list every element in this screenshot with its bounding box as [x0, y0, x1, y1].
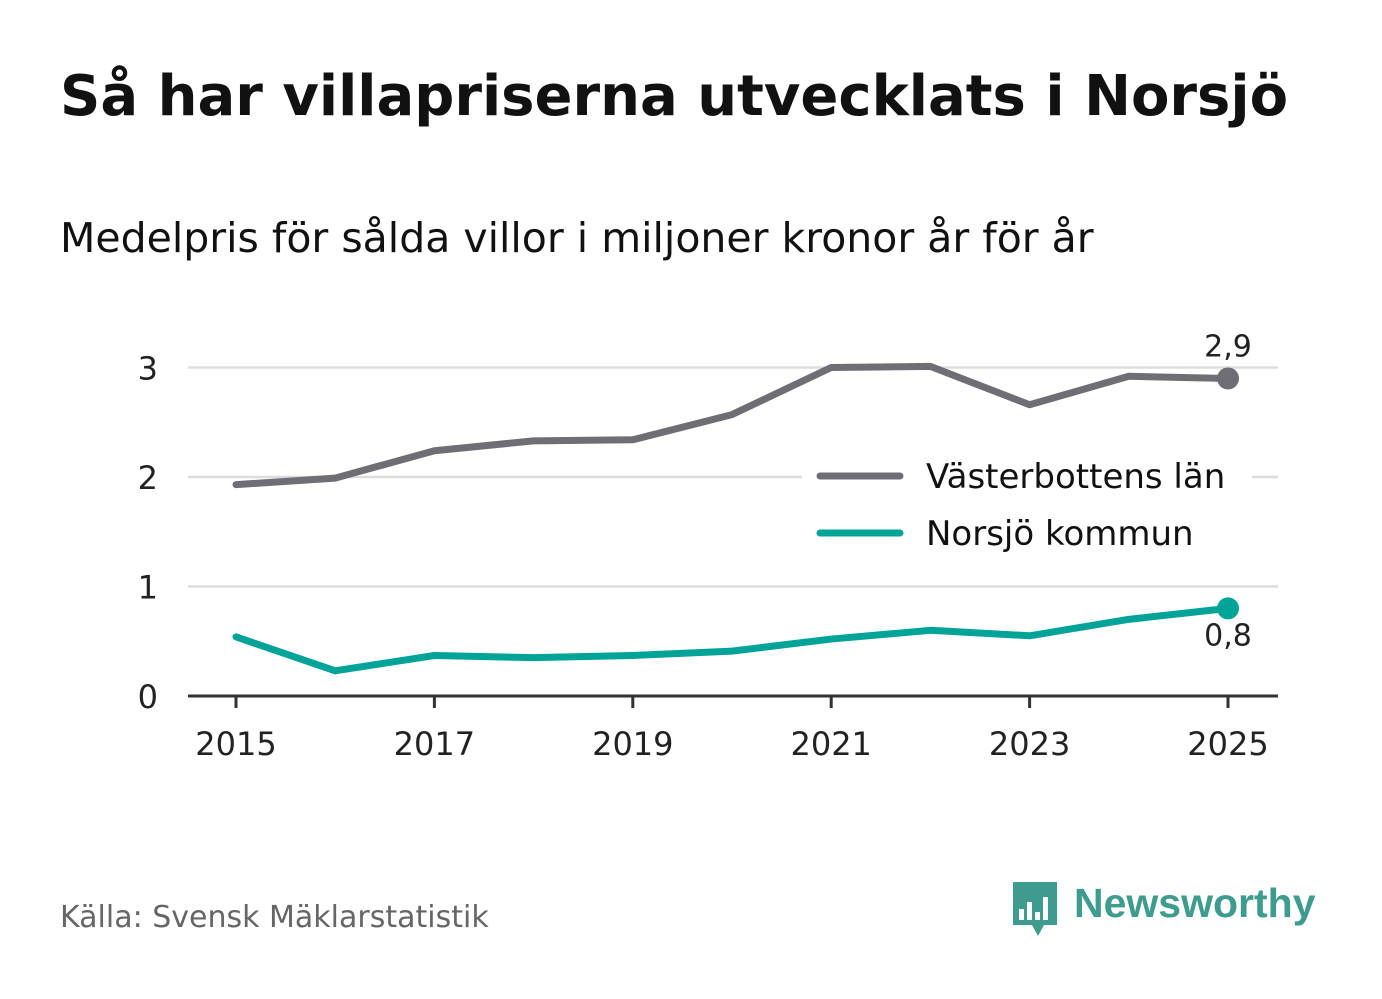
x-tick-label: 2015: [195, 725, 276, 763]
chart-title: Så har villapriserna utvecklats i Norsjö: [60, 64, 1289, 129]
y-tick-label: 1: [138, 569, 158, 607]
series-line-1: [232, 604, 1232, 675]
x-tick-label: 2019: [592, 725, 673, 763]
bar-chart-speech-bubble-icon: [1013, 882, 1057, 936]
series-end-point: [1217, 367, 1239, 390]
y-tick-label: 2: [138, 459, 158, 497]
axes: 0 1 2 3 2015 2017 2019 2021 2023 2025: [138, 350, 1278, 763]
source-note: Källa: Svensk Mäklarstatistik: [60, 900, 489, 935]
brand-logo[interactable]: Newsworthy: [1010, 878, 1316, 940]
x-tick-label: 2025: [1187, 725, 1268, 763]
legend-label: Västerbottens län: [926, 457, 1225, 497]
legend-background: [802, 442, 1252, 570]
y-tick-label: 3: [138, 350, 158, 388]
y-tick-label: 0: [138, 678, 158, 716]
data-labels: 2,9 0,8: [1204, 329, 1252, 653]
series: [232, 362, 1239, 675]
legend-label: Norsjö kommun: [926, 514, 1194, 554]
end-value-label: 2,9: [1204, 329, 1252, 364]
x-tick-label: 2021: [790, 725, 871, 763]
x-tick-label: 2017: [394, 725, 475, 763]
series-end-point: [1217, 597, 1239, 620]
end-value-label: 0,8: [1204, 618, 1252, 653]
x-tick-label: 2023: [989, 725, 1070, 763]
legend: Västerbottens län Norsjö kommun: [802, 442, 1252, 570]
brand-name: Newsworthy: [1074, 879, 1316, 926]
series-line-0: [232, 362, 1232, 489]
chart-subtitle: Medelpris för sålda villor i miljoner kr…: [60, 214, 1094, 262]
